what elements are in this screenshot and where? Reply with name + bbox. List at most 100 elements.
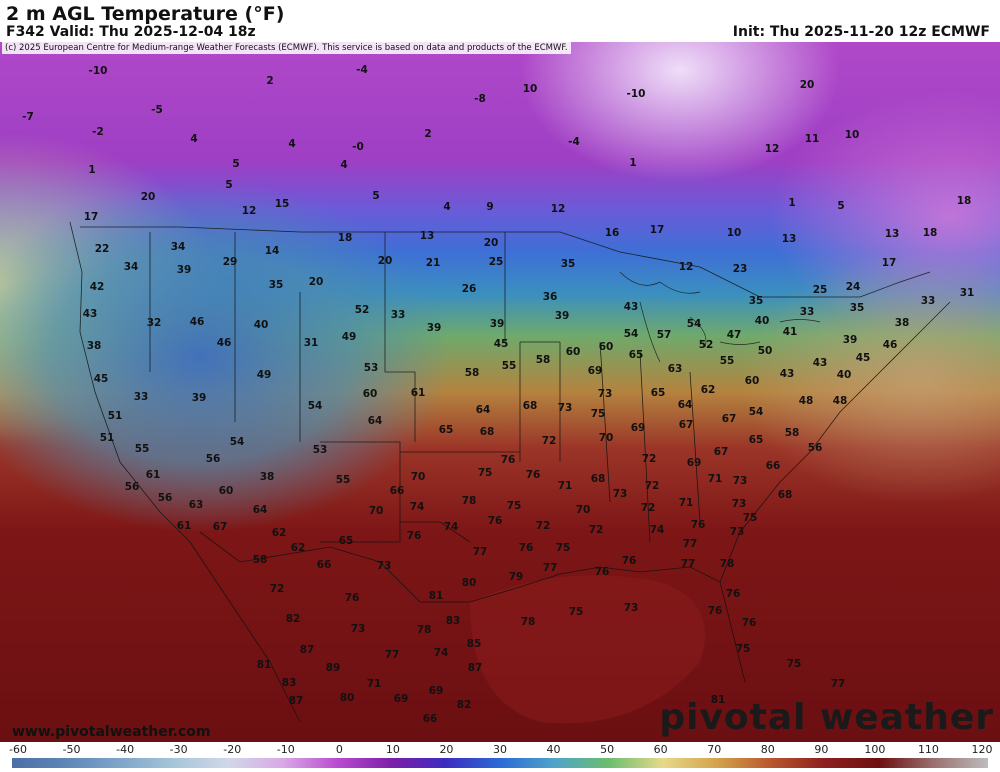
colorbar-tick: 20 [439, 743, 454, 756]
temperature-value: 83 [282, 677, 297, 689]
temperature-value: 38 [260, 471, 275, 483]
temperature-value: 68 [778, 489, 793, 501]
temperature-value: 46 [217, 337, 232, 349]
temperature-value: 76 [742, 617, 757, 629]
temperature-value: 67 [722, 413, 737, 425]
colorbar-tick: 110 [917, 743, 939, 756]
temperature-value: 49 [342, 331, 357, 343]
temperature-value: 16 [605, 227, 620, 239]
temperature-value: 87 [468, 662, 483, 674]
temperature-value: 61 [146, 469, 161, 481]
temperature-value: 20 [378, 255, 393, 267]
temperature-value: -10 [627, 88, 646, 100]
temperature-value: 55 [135, 443, 150, 455]
temperature-value: 42 [90, 281, 105, 293]
temperature-value: 75 [507, 500, 522, 512]
temperature-value: 64 [253, 504, 268, 516]
colorbar-tick: 60 [653, 743, 668, 756]
temperature-value: 74 [444, 521, 459, 533]
temperature-map[interactable]: -10 -7 -2 -5 2 -4 -8 10 -10 20 4 4 -0 2 -4 12 11 10 5 4 1 1 5 5… [0, 42, 1000, 742]
temperature-value: 81 [429, 590, 444, 602]
temperature-value: 4 [340, 159, 347, 171]
temperature-value: 39 [427, 322, 442, 334]
temperature-value: 36 [543, 291, 558, 303]
temperature-value: 12 [242, 205, 257, 217]
temperature-value: 75 [736, 643, 751, 655]
temperature-value: 76 [595, 566, 610, 578]
temperature-value: -4 [356, 64, 368, 76]
temperature-value: 9 [486, 201, 493, 213]
valid-time: F342 Valid: Thu 2025-12-04 18z [6, 24, 256, 40]
temperature-value: 13 [885, 228, 900, 240]
temperature-value: 62 [701, 384, 716, 396]
temperature-value: 25 [813, 284, 828, 296]
temperature-value: 45 [94, 373, 109, 385]
temperature-value: 39 [192, 392, 207, 404]
temperature-value: 76 [726, 588, 741, 600]
temperature-value: 78 [417, 624, 432, 636]
temperature-value: 85 [467, 638, 482, 650]
temperature-value: 58 [536, 354, 551, 366]
map-header: 2 m AGL Temperature (°F) F342 Valid: Thu… [0, 0, 1000, 42]
temperature-value: 66 [317, 559, 332, 571]
temperature-value: 76 [407, 530, 422, 542]
temperature-value: 75 [591, 408, 606, 420]
temperature-value: 78 [521, 616, 536, 628]
temperature-value: 48 [799, 395, 814, 407]
temperature-value: 80 [462, 577, 477, 589]
temperature-value: 70 [599, 432, 614, 444]
temperature-value: -2 [92, 126, 104, 138]
temperature-value: 13 [782, 233, 797, 245]
temperature-value: 73 [558, 402, 573, 414]
temperature-value: 75 [787, 658, 802, 670]
temperature-value: 40 [254, 319, 269, 331]
temperature-value: 45 [856, 352, 871, 364]
temperature-value: 76 [622, 555, 637, 567]
temperature-value: 5 [225, 179, 232, 191]
colorbar-tick: 120 [971, 743, 993, 756]
colorbar-scale [12, 758, 988, 768]
temperature-value: 60 [745, 375, 760, 387]
temperature-value: 76 [501, 454, 516, 466]
temperature-value: 53 [364, 362, 379, 374]
temperature-value: 56 [125, 481, 140, 493]
temperature-value: 81 [257, 659, 272, 671]
temperature-value: 10 [727, 227, 742, 239]
temperature-value: -5 [151, 104, 163, 116]
temperature-value: 68 [591, 473, 606, 485]
temperature-value: 81 [711, 694, 726, 706]
colorbar-tick: 0 [335, 743, 343, 756]
temperature-value: 5 [232, 158, 239, 170]
temperature-value: 61 [177, 520, 192, 532]
colorbar-tick: 40 [546, 743, 561, 756]
temperature-value: 72 [641, 502, 656, 514]
temperature-value: 14 [265, 245, 280, 257]
temperature-value: 75 [556, 542, 571, 554]
colorbar-tick: 80 [760, 743, 775, 756]
temperature-value: 79 [509, 571, 524, 583]
temperature-value: 17 [882, 257, 897, 269]
temperature-value: 68 [523, 400, 538, 412]
colorbar-tick: -20 [223, 743, 242, 756]
temperature-value: 54 [624, 328, 639, 340]
temperature-value: 35 [561, 258, 576, 270]
temperature-value: 70 [369, 505, 384, 517]
temperature-value: 35 [749, 295, 764, 307]
temperature-value: 18 [923, 227, 938, 239]
temperature-value: 34 [124, 261, 139, 273]
temperature-value: 70 [576, 504, 591, 516]
temperature-value: 64 [678, 399, 693, 411]
temperature-value: 73 [613, 488, 628, 500]
colorbar-tick: -40 [116, 743, 135, 756]
temperature-value: 33 [921, 295, 936, 307]
temperature-value: 54 [687, 318, 702, 330]
temperature-value: 55 [720, 355, 735, 367]
brand-logo: pivotal weather [659, 697, 994, 738]
site-url[interactable]: www.pivotalweather.com [12, 724, 211, 740]
temperature-value: 60 [566, 346, 581, 358]
colorbar-tick: -50 [62, 743, 81, 756]
temperature-value: 41 [783, 326, 798, 338]
temperature-value: 72 [542, 435, 557, 447]
temperature-value: -0 [352, 141, 364, 153]
